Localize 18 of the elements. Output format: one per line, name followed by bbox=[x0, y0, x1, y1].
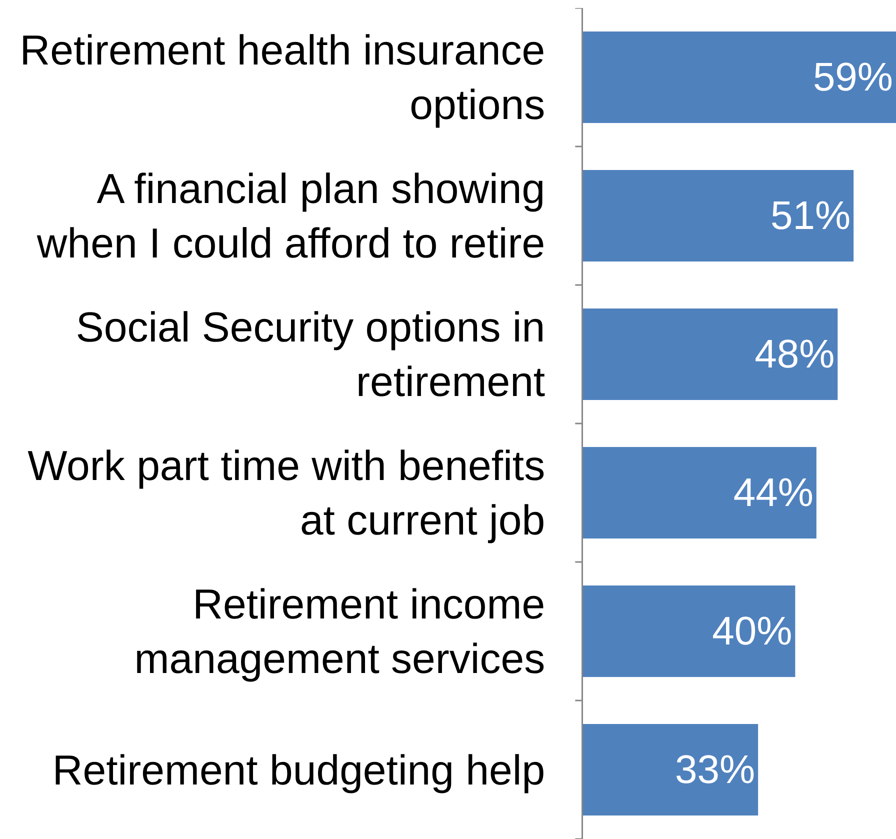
data-label: 40% bbox=[712, 609, 792, 654]
bar bbox=[583, 308, 838, 400]
bar bbox=[583, 586, 796, 677]
data-label: 44% bbox=[733, 470, 814, 515]
data-label: 33% bbox=[675, 748, 756, 792]
y-tick-label: Retirement health insurance options bbox=[20, 26, 546, 128]
bar bbox=[583, 32, 896, 123]
y-tick-label: Retirement income management services bbox=[134, 580, 546, 682]
data-label: 48% bbox=[754, 332, 835, 376]
bar bbox=[583, 447, 816, 538]
y-tick-label: A financial plan showing when I could afford to retire bbox=[36, 165, 546, 267]
y-tick-label: Work part time with benefits at current job bbox=[28, 442, 546, 544]
bar bbox=[583, 724, 758, 816]
y-tick-label: Retirement budgeting help bbox=[52, 746, 546, 794]
data-label: 59% bbox=[812, 55, 893, 100]
data-label: 51% bbox=[770, 194, 851, 238]
bar bbox=[583, 170, 854, 262]
y-tick-label: Social Security options in retirement bbox=[76, 304, 546, 406]
